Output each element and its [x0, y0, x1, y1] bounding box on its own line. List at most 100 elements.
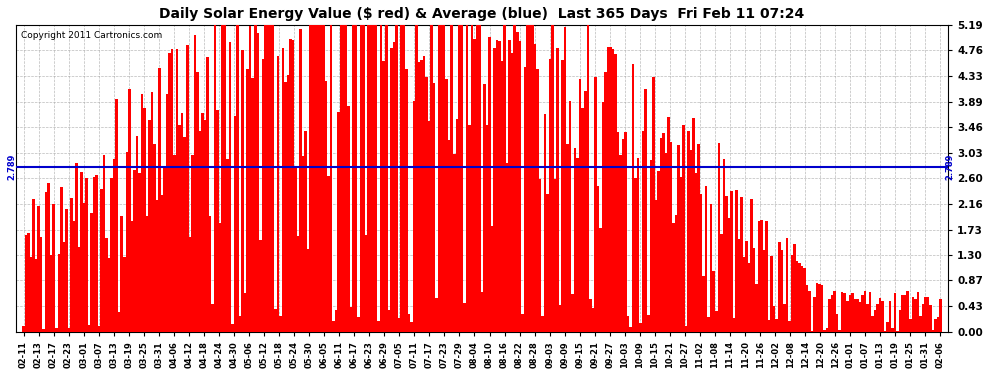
Bar — [377, 321, 380, 332]
Bar — [793, 244, 796, 332]
Bar — [703, 276, 705, 332]
Bar — [188, 237, 191, 332]
Bar — [902, 295, 904, 332]
Bar — [65, 209, 67, 332]
Bar — [617, 132, 620, 332]
Bar — [196, 72, 199, 332]
Bar — [801, 266, 803, 332]
Bar — [509, 40, 511, 332]
Bar — [728, 218, 730, 332]
Bar — [128, 89, 131, 332]
Bar — [539, 179, 542, 332]
Bar — [642, 131, 644, 332]
Bar — [30, 257, 33, 332]
Bar — [922, 304, 924, 332]
Bar — [930, 304, 932, 332]
Bar — [302, 156, 304, 332]
Bar — [478, 25, 481, 332]
Bar — [705, 186, 708, 332]
Bar — [669, 142, 672, 332]
Bar — [224, 25, 227, 332]
Bar — [158, 68, 160, 332]
Bar — [738, 239, 741, 332]
Bar — [347, 106, 349, 332]
Bar — [385, 25, 387, 332]
Bar — [25, 235, 28, 332]
Bar — [548, 58, 551, 332]
Bar — [788, 321, 791, 332]
Bar — [433, 83, 436, 332]
Bar — [438, 25, 441, 332]
Bar — [765, 221, 768, 332]
Bar — [443, 25, 446, 332]
Bar — [426, 77, 428, 332]
Bar — [770, 256, 773, 332]
Bar — [431, 25, 433, 332]
Bar — [398, 318, 400, 332]
Bar — [863, 291, 866, 332]
Bar — [622, 139, 625, 332]
Bar — [441, 25, 443, 332]
Bar — [155, 200, 158, 332]
Bar — [113, 159, 116, 332]
Bar — [521, 314, 524, 332]
Bar — [620, 155, 622, 332]
Bar — [503, 25, 506, 332]
Bar — [131, 221, 133, 332]
Bar — [760, 220, 763, 332]
Bar — [778, 242, 780, 332]
Bar — [307, 249, 310, 332]
Bar — [647, 315, 649, 332]
Bar — [216, 110, 219, 332]
Bar — [750, 199, 752, 332]
Bar — [299, 29, 302, 332]
Bar — [458, 25, 460, 332]
Bar — [632, 64, 635, 332]
Bar — [38, 206, 40, 332]
Bar — [237, 25, 239, 332]
Bar — [780, 250, 783, 332]
Bar — [561, 60, 564, 332]
Bar — [597, 186, 599, 332]
Bar — [592, 308, 594, 332]
Bar — [199, 131, 201, 332]
Bar — [123, 257, 126, 332]
Bar — [317, 25, 320, 332]
Bar — [677, 145, 680, 332]
Bar — [511, 54, 514, 332]
Bar — [917, 292, 919, 332]
Bar — [531, 25, 534, 332]
Bar — [697, 144, 700, 332]
Bar — [108, 258, 111, 332]
Bar — [491, 226, 493, 332]
Bar — [584, 91, 586, 332]
Bar — [315, 25, 317, 332]
Bar — [287, 75, 289, 332]
Bar — [537, 69, 539, 332]
Bar — [514, 25, 516, 332]
Bar — [80, 172, 83, 332]
Bar — [338, 112, 340, 332]
Bar — [558, 305, 561, 332]
Bar — [310, 25, 312, 332]
Bar — [261, 59, 264, 332]
Bar — [43, 330, 45, 332]
Bar — [423, 56, 426, 332]
Bar — [700, 194, 703, 332]
Bar — [574, 148, 576, 332]
Bar — [637, 158, 640, 332]
Bar — [325, 81, 327, 332]
Bar — [375, 25, 377, 332]
Bar — [264, 25, 266, 332]
Bar — [57, 254, 60, 332]
Bar — [853, 299, 856, 332]
Bar — [387, 310, 390, 332]
Bar — [460, 25, 463, 332]
Bar — [876, 304, 879, 332]
Bar — [571, 294, 574, 332]
Bar — [937, 317, 940, 332]
Bar — [912, 297, 914, 332]
Bar — [204, 120, 206, 332]
Bar — [282, 48, 284, 332]
Bar — [599, 228, 602, 332]
